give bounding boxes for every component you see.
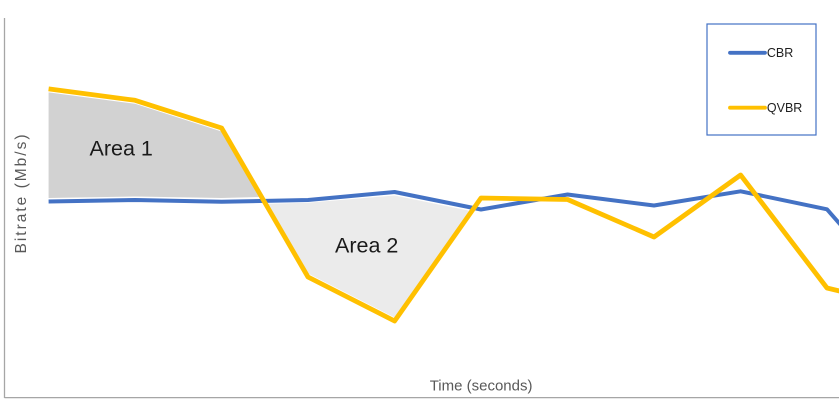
svg-text:Area 1: Area 1: [90, 137, 153, 161]
svg-text:Time (seconds): Time (seconds): [430, 378, 533, 395]
svg-text:Area 2: Area 2: [335, 234, 398, 258]
svg-text:CBR: CBR: [767, 46, 793, 60]
svg-text:Bitrate (Mb/s): Bitrate (Mb/s): [13, 132, 30, 253]
svg-text:QVBR: QVBR: [767, 101, 802, 115]
